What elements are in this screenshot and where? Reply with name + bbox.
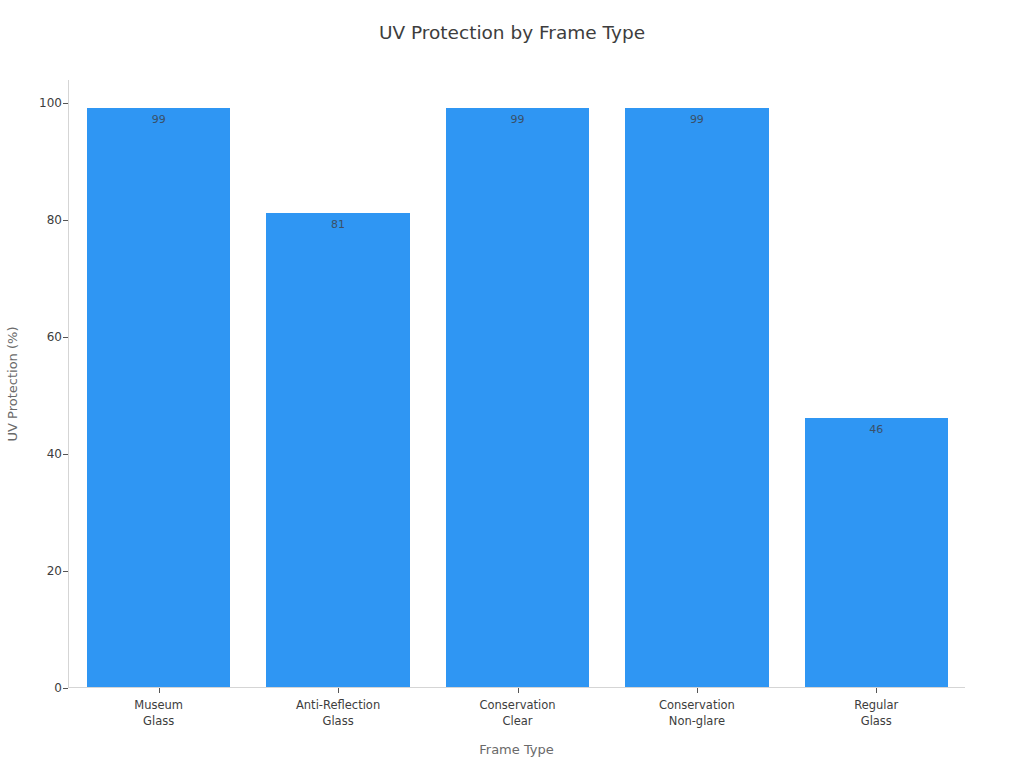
y-axis-tick	[63, 103, 68, 104]
x-axis-tick	[338, 688, 339, 693]
bar-value-label: 81	[266, 218, 410, 231]
bar-conservation-clear: 99	[446, 108, 590, 687]
x-axis-tick	[876, 688, 877, 693]
chart-title: UV Protection by Frame Type	[0, 22, 1024, 43]
y-axis-tick	[63, 454, 68, 455]
plot-area: 02040608010099MuseumGlass81Anti-Reflecti…	[68, 80, 965, 688]
bar-value-label: 99	[87, 113, 231, 126]
y-axis-tick-label: 60	[47, 330, 62, 344]
x-axis-tick	[518, 688, 519, 693]
bar-value-label: 99	[625, 113, 769, 126]
y-axis-tick-label: 80	[47, 213, 62, 227]
y-axis-tick	[63, 688, 68, 689]
bar-anti-reflection-glass: 81	[266, 213, 410, 687]
bar-chart-figure: UV Protection by Frame Type UV Protectio…	[0, 0, 1024, 768]
x-axis-category-label: ConservationNon-glare	[607, 697, 787, 729]
y-axis-tick-label: 20	[47, 564, 62, 578]
y-axis-tick	[63, 337, 68, 338]
x-axis-tick	[159, 688, 160, 693]
y-axis-tick	[63, 220, 68, 221]
y-axis-tick-label: 0	[54, 681, 62, 695]
bar-regular-glass: 46	[805, 418, 949, 687]
y-axis-tick	[63, 571, 68, 572]
x-axis-category-label: RegularGlass	[786, 697, 966, 729]
x-axis-title: Frame Type	[68, 742, 965, 757]
y-axis-title: UV Protection (%)	[5, 327, 20, 442]
x-axis-category-label: Anti-ReflectionGlass	[248, 697, 428, 729]
y-axis-tick-label: 100	[39, 96, 62, 110]
x-axis-tick	[697, 688, 698, 693]
bar-conservation-non-glare: 99	[625, 108, 769, 687]
bar-museum-glass: 99	[87, 108, 231, 687]
bar-value-label: 46	[805, 423, 949, 436]
x-axis-category-label: MuseumGlass	[69, 697, 249, 729]
x-axis-category-label: ConservationClear	[428, 697, 608, 729]
bar-value-label: 99	[446, 113, 590, 126]
y-axis-tick-label: 40	[47, 447, 62, 461]
